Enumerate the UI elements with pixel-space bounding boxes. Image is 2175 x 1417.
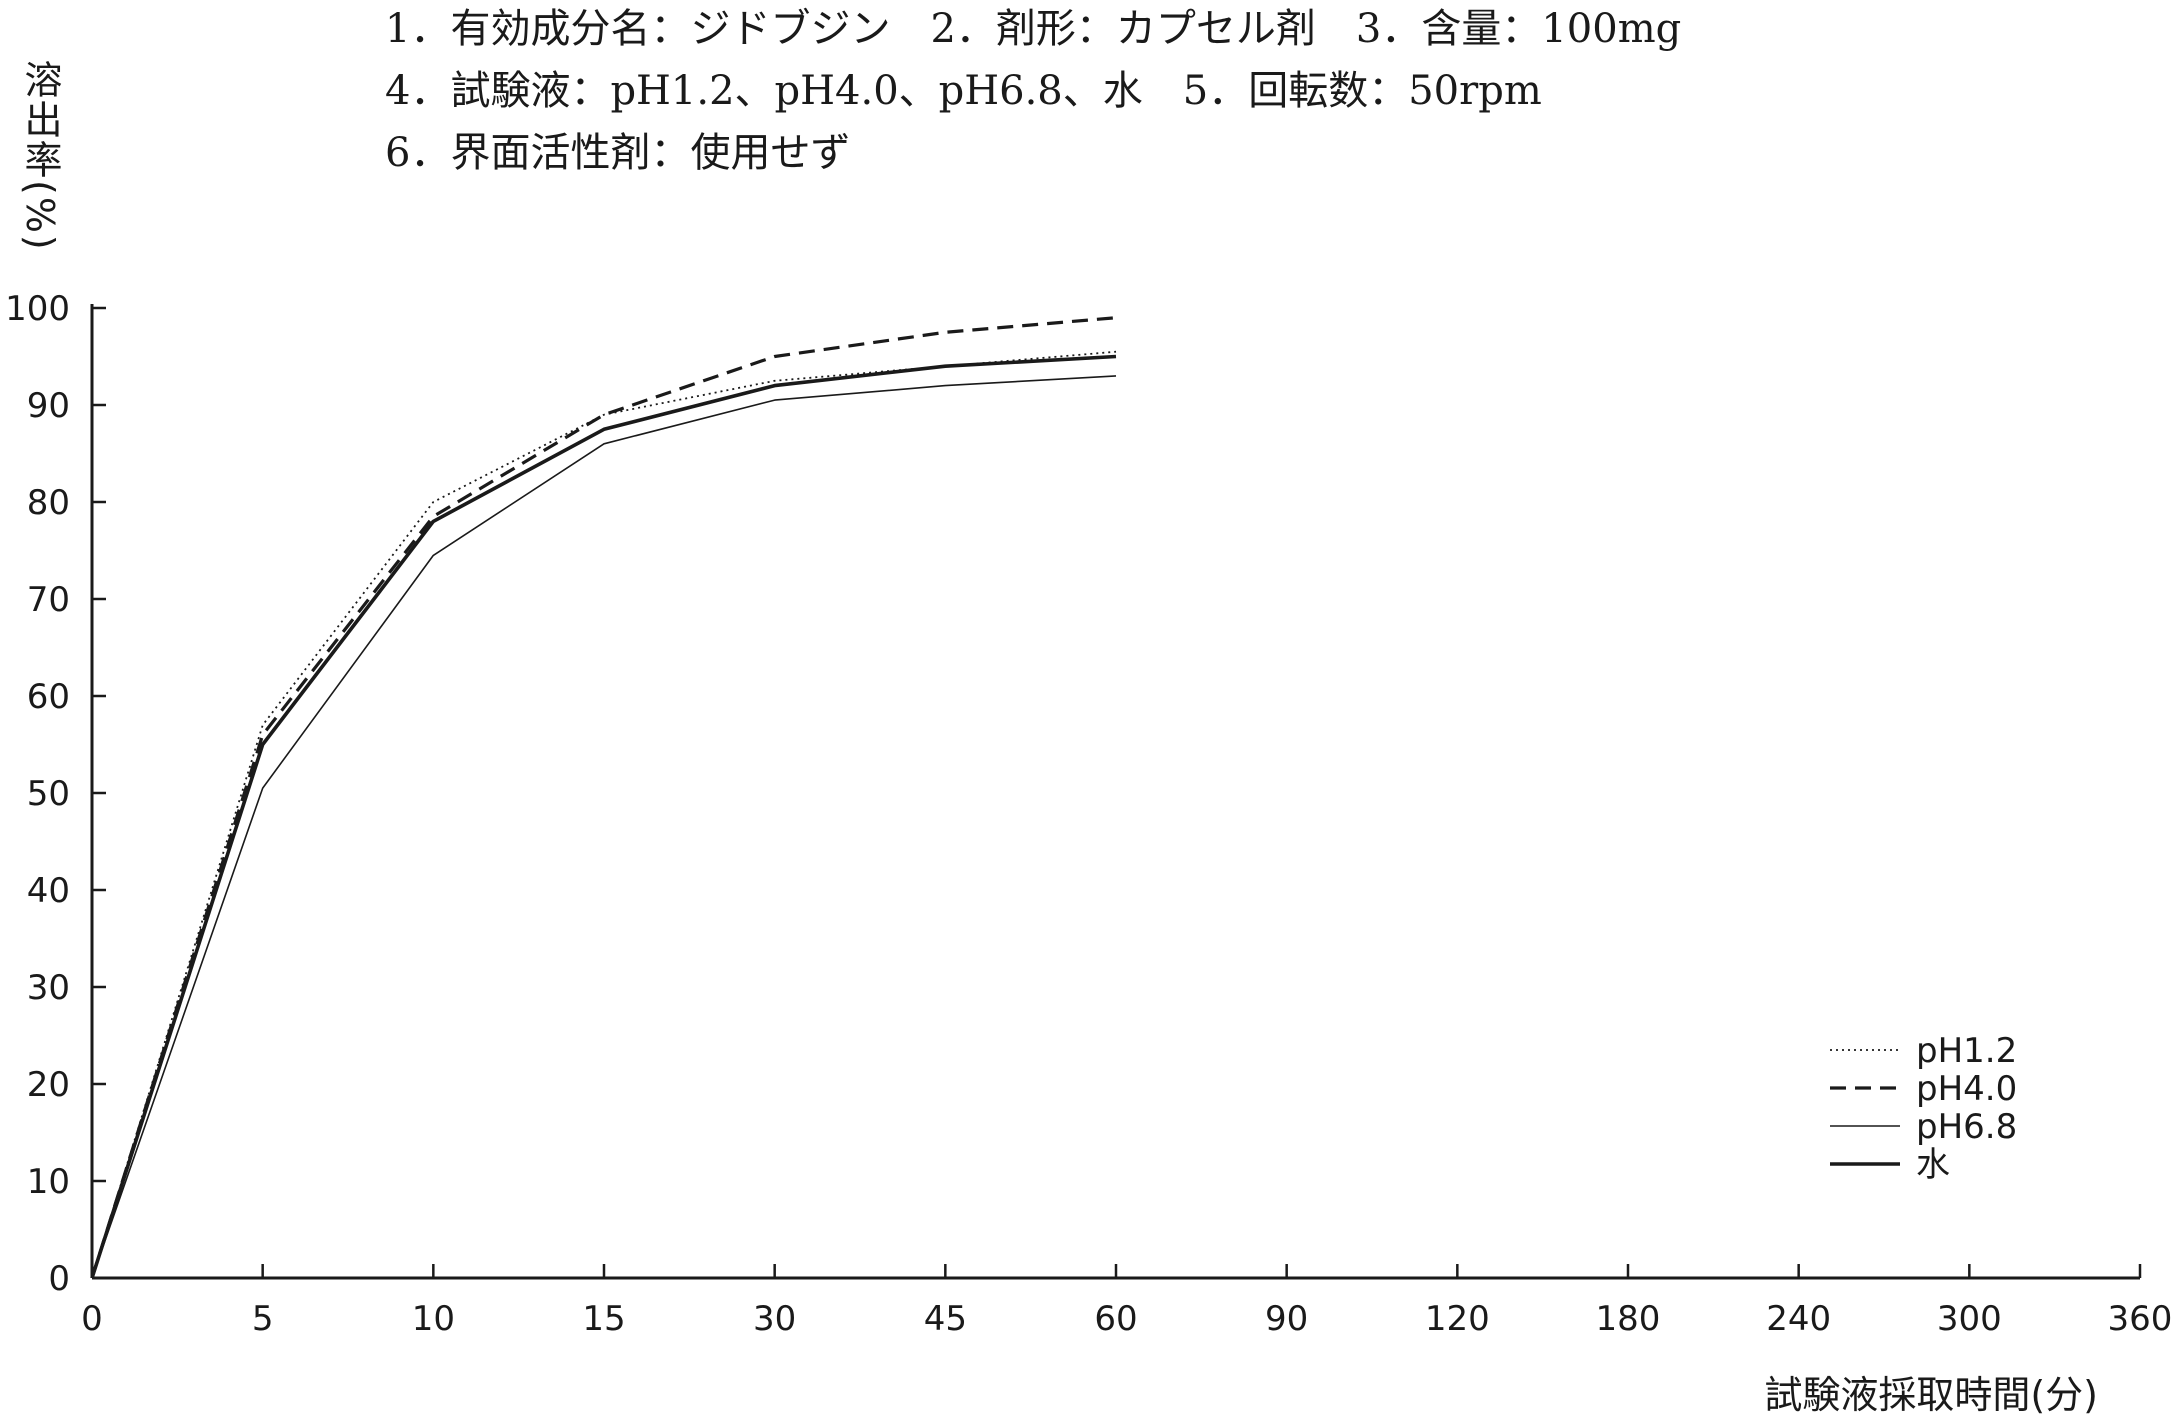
legend-label-水: 水 <box>1916 1145 1950 1185</box>
x-tick-label: 0 <box>81 1299 103 1339</box>
x-tick-label: 120 <box>1425 1299 1490 1339</box>
x-tick-label: 10 <box>412 1299 455 1339</box>
y-axis-title: 溶出率(%) <box>18 60 62 252</box>
x-tick-label: 90 <box>1265 1299 1308 1339</box>
x-tick-label: 300 <box>1937 1299 2002 1339</box>
header-line-3: 6．界面活性剤：使用せず <box>385 130 850 176</box>
series-lines <box>90 316 1117 1279</box>
legend-label-pH1.2: pH1.2 <box>1916 1031 2017 1071</box>
chart-header: 1．有効成分名：ジドブジン 2．剤形：カプセル剤 3．含量：100mg 4．試験… <box>385 6 1681 176</box>
x-axis-ticks: 0 5 10 15 30 45 60 90 120 180 240 300 360 <box>81 1264 2172 1339</box>
series-line-pH6.8 <box>91 375 1117 1279</box>
x-tick-label: 30 <box>753 1299 796 1339</box>
y-tick-label: 40 <box>27 871 70 911</box>
legend-label-pH6.8: pH6.8 <box>1916 1107 2017 1147</box>
series-line-水 <box>90 354 1117 1279</box>
y-tick-label: 70 <box>27 580 70 620</box>
x-tick-label: 15 <box>582 1299 625 1339</box>
y-tick-label: 20 <box>27 1065 70 1105</box>
y-tick-label: 80 <box>27 483 70 523</box>
y-tick-label: 10 <box>27 1162 70 1202</box>
y-tick-label: 50 <box>27 774 70 814</box>
x-tick-label: 180 <box>1596 1299 1661 1339</box>
header-line-2: 4．試験液：pH1.2、pH4.0、pH6.8、水 5．回転数：50rpm <box>385 68 1542 114</box>
y-tick-label: 100 <box>5 289 70 329</box>
y-tick-label: 0 <box>48 1259 70 1299</box>
y-axis-ticks: 0 10 20 30 40 50 60 70 80 90 100 <box>5 289 106 1299</box>
x-tick-label: 5 <box>252 1299 274 1339</box>
header-line-1: 1．有効成分名：ジドブジン 2．剤形：カプセル剤 3．含量：100mg <box>385 6 1681 52</box>
y-tick-label: 90 <box>27 386 70 426</box>
x-tick-label: 60 <box>1094 1299 1137 1339</box>
y-axis-label: 溶出率(%) <box>18 60 62 252</box>
x-tick-label: 360 <box>2108 1299 2173 1339</box>
x-tick-label: 45 <box>924 1299 967 1339</box>
x-axis-label: 試験液採取時間(分) <box>1764 1373 2098 1417</box>
x-tick-label: 240 <box>1766 1299 1831 1339</box>
y-tick-label: 30 <box>27 968 70 1008</box>
series-line-pH1.2 <box>91 350 1117 1279</box>
legend-label-pH4.0: pH4.0 <box>1916 1069 2017 1109</box>
y-tick-label: 60 <box>27 677 70 717</box>
axes <box>90 304 2140 1280</box>
